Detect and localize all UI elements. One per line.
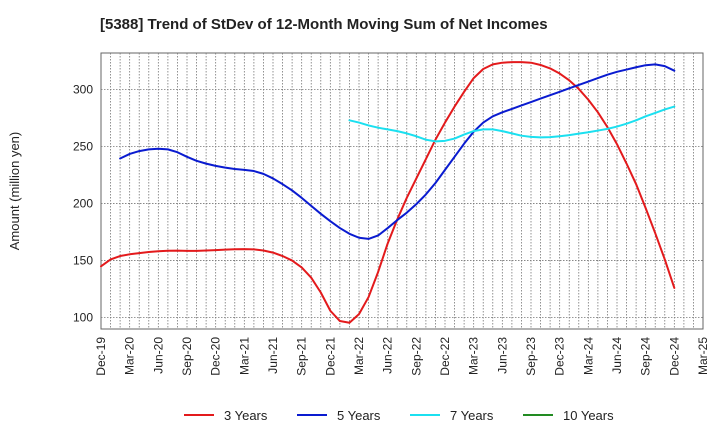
x-tick-label: Sep-23 xyxy=(524,337,538,376)
x-tick-label: Dec-24 xyxy=(667,337,681,376)
y-tick-label: 300 xyxy=(73,82,93,96)
chart-title: [5388] Trend of StDev of 12-Month Moving… xyxy=(100,16,548,33)
x-tick-label: Sep-20 xyxy=(180,337,194,376)
y-tick-label: 150 xyxy=(73,254,93,268)
x-tick-label: Jun-21 xyxy=(266,337,280,374)
y-tick-label: 200 xyxy=(73,197,93,211)
plot-area xyxy=(100,52,704,330)
x-axis-ticks: Dec-19 Mar-20 Jun-20 Sep-20 Dec-20 Mar-21 Jun-… xyxy=(94,337,710,376)
legend-label-3-years: 3 Years xyxy=(224,408,268,423)
x-tick-label: Mar-22 xyxy=(352,337,366,375)
x-tick-label: Mar-20 xyxy=(123,337,137,375)
y-axis-title: Amount (million yen) xyxy=(7,132,22,251)
x-tick-label: Mar-21 xyxy=(237,337,251,375)
x-tick-label: Dec-22 xyxy=(438,337,452,376)
x-tick-label: Jun-24 xyxy=(610,337,624,374)
legend-label-10-years: 10 Years xyxy=(563,408,614,423)
x-tick-label: Jun-22 xyxy=(381,337,395,374)
grid xyxy=(101,53,703,329)
series-line-3-years xyxy=(100,61,676,324)
y-axis-ticks: 100 150 200 250 300 xyxy=(73,82,93,324)
series-line-5-years xyxy=(119,63,676,240)
x-tick-label: Sep-22 xyxy=(409,337,423,376)
x-tick-label: Sep-24 xyxy=(639,337,653,376)
y-tick-label: 100 xyxy=(73,311,93,325)
x-tick-label: Dec-19 xyxy=(94,337,108,376)
x-tick-label: Mar-23 xyxy=(467,337,481,375)
x-tick-label: Jun-20 xyxy=(151,337,165,374)
x-tick-label: Dec-23 xyxy=(553,337,567,376)
legend: 3 Years 5 Years 7 Years 10 Years xyxy=(184,408,614,423)
x-tick-label: Dec-21 xyxy=(323,337,337,376)
x-tick-label: Jun-23 xyxy=(495,337,509,374)
x-tick-label: Dec-20 xyxy=(209,337,223,376)
series-line-7-years xyxy=(348,105,676,143)
x-tick-label: Mar-25 xyxy=(696,337,710,375)
x-tick-label: Mar-24 xyxy=(581,337,595,375)
y-tick-label: 250 xyxy=(73,140,93,154)
legend-label-5-years: 5 Years xyxy=(337,408,381,423)
series xyxy=(100,61,676,324)
x-tick-label: Sep-21 xyxy=(295,337,309,376)
legend-label-7-years: 7 Years xyxy=(450,408,494,423)
